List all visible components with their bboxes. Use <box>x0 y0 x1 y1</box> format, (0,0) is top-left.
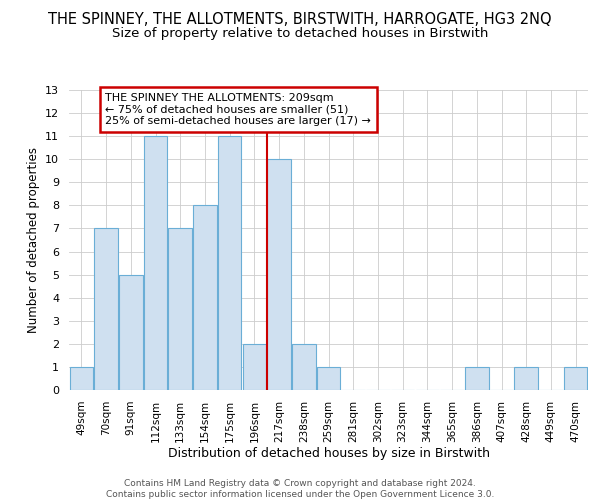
Bar <box>94 228 118 390</box>
Text: THE SPINNEY, THE ALLOTMENTS, BIRSTWITH, HARROGATE, HG3 2NQ: THE SPINNEY, THE ALLOTMENTS, BIRSTWITH, … <box>48 12 552 28</box>
Bar <box>317 367 340 390</box>
Bar <box>193 206 217 390</box>
Bar <box>70 367 93 390</box>
Bar <box>169 228 192 390</box>
X-axis label: Distribution of detached houses by size in Birstwith: Distribution of detached houses by size … <box>167 448 490 460</box>
Bar <box>268 159 291 390</box>
Y-axis label: Number of detached properties: Number of detached properties <box>26 147 40 333</box>
Bar <box>292 344 316 390</box>
Bar <box>144 136 167 390</box>
Bar <box>514 367 538 390</box>
Bar <box>564 367 587 390</box>
Text: Size of property relative to detached houses in Birstwith: Size of property relative to detached ho… <box>112 28 488 40</box>
Text: THE SPINNEY THE ALLOTMENTS: 209sqm
← 75% of detached houses are smaller (51)
25%: THE SPINNEY THE ALLOTMENTS: 209sqm ← 75%… <box>106 93 371 126</box>
Bar <box>465 367 488 390</box>
Bar <box>242 344 266 390</box>
Text: Contains HM Land Registry data © Crown copyright and database right 2024.: Contains HM Land Registry data © Crown c… <box>124 479 476 488</box>
Bar <box>218 136 241 390</box>
Text: Contains public sector information licensed under the Open Government Licence 3.: Contains public sector information licen… <box>106 490 494 499</box>
Bar <box>119 274 143 390</box>
